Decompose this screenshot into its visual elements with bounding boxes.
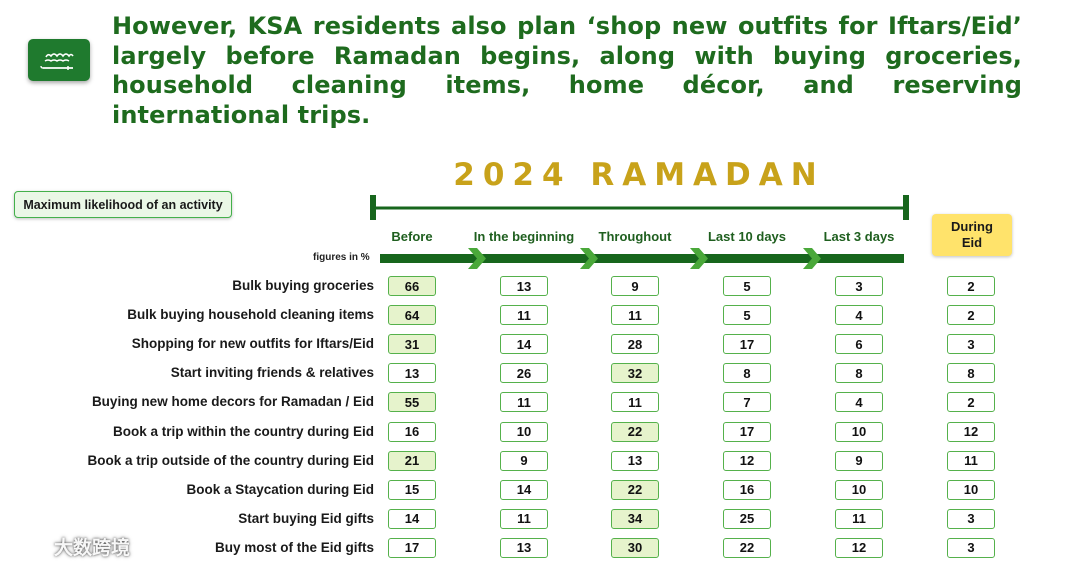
value-cell: 12 xyxy=(835,537,883,558)
eid-value-cell: 2 xyxy=(947,276,995,296)
value-cell: 9 xyxy=(611,276,659,296)
row-label: Start buying Eid gifts xyxy=(238,510,374,526)
chart-title: 2024 RAMADAN xyxy=(453,157,825,193)
value-cell: 5 xyxy=(723,276,771,296)
eid-value-cell: 3 xyxy=(947,508,995,529)
row-label: Book a trip outside of the country durin… xyxy=(87,452,375,468)
eid-value-cell: 12 xyxy=(947,421,995,442)
value-cell: 13 xyxy=(388,363,436,384)
value-cell: 22 xyxy=(723,537,771,558)
timeline-chevron-1 xyxy=(580,248,598,269)
value-cell: 11 xyxy=(611,305,659,326)
eid-value-cell: 2 xyxy=(947,392,995,413)
value-cell-max: 30 xyxy=(611,537,659,558)
value-cell: 10 xyxy=(835,479,883,500)
eid-value-cell: 11 xyxy=(947,450,995,471)
column-header-4: Last 3 days xyxy=(823,229,895,244)
value-cell: 16 xyxy=(388,421,436,442)
value-cell: 17 xyxy=(388,537,436,558)
value-cell: 9 xyxy=(500,450,548,471)
value-cell: 8 xyxy=(723,363,771,384)
eid-value-cell: 2 xyxy=(947,305,995,326)
value-cell: 28 xyxy=(611,334,659,355)
value-cell: 26 xyxy=(500,363,548,384)
figures-note: figures in % xyxy=(313,252,370,263)
row-label: Shopping for new outfits for Iftars/Eid xyxy=(131,336,374,352)
row-label: Start inviting friends & relatives xyxy=(170,365,374,381)
value-cell-max: 55 xyxy=(388,392,436,413)
value-cell: 11 xyxy=(500,392,548,413)
row-label: Buy most of the Eid gifts xyxy=(214,539,374,555)
value-cell: 13 xyxy=(500,537,548,558)
value-cell-max: 34 xyxy=(611,508,659,529)
eid-value-cell: 3 xyxy=(947,537,995,558)
eid-value-cell: 3 xyxy=(947,334,995,355)
value-cell: 13 xyxy=(611,450,659,471)
value-cell: 7 xyxy=(723,392,771,413)
value-cell: 12 xyxy=(723,450,771,471)
value-cell: 3 xyxy=(835,276,883,296)
value-cell: 11 xyxy=(500,508,548,529)
value-cell: 8 xyxy=(835,363,883,384)
value-cell: 4 xyxy=(835,305,883,326)
value-cell-max: 64 xyxy=(388,305,436,326)
watermark-logo-icon xyxy=(10,535,49,555)
value-cell-max: 22 xyxy=(611,421,659,442)
watermark-text: 大数跨境 xyxy=(54,538,131,559)
row-label: Buying new home decors for Ramadan / Eid xyxy=(91,394,374,410)
value-cell: 6 xyxy=(835,334,883,355)
value-cell: 4 xyxy=(835,392,883,413)
value-cell: 16 xyxy=(723,479,771,500)
timeline-bracket-right-cap xyxy=(903,195,909,220)
row-label: Book a Staycation during Eid xyxy=(186,481,374,497)
value-cell-max: 21 xyxy=(388,450,436,471)
value-cell: 10 xyxy=(500,421,548,442)
value-cell-max: 31 xyxy=(388,334,436,355)
watermark: 大数跨境 xyxy=(10,533,130,560)
value-cell: 11 xyxy=(835,508,883,529)
value-cell-max: 22 xyxy=(611,479,659,500)
value-cell: 13 xyxy=(500,276,548,296)
value-cell-max: 32 xyxy=(611,363,659,384)
eid-value-cell: 8 xyxy=(947,363,995,384)
column-header-1: In the beginning xyxy=(473,229,575,244)
value-cell: 25 xyxy=(723,508,771,529)
value-cell: 15 xyxy=(388,479,436,500)
value-cell: 5 xyxy=(723,305,771,326)
column-header-3: Last 10 days xyxy=(707,229,787,244)
column-header-2: Throughout xyxy=(598,229,672,244)
value-cell: 10 xyxy=(835,421,883,442)
row-label: Bulk buying groceries xyxy=(232,278,374,293)
timeline-chevron-3 xyxy=(803,248,821,269)
value-cell: 14 xyxy=(388,508,436,529)
timeline-chevron-0 xyxy=(468,248,486,269)
legend-max-likelihood: Maximum likelihood of an activity xyxy=(14,191,232,218)
timeline-chevron-2 xyxy=(690,248,708,269)
timeline-arrow-bar xyxy=(380,254,904,263)
row-label: Book a trip within the country during Ei… xyxy=(113,423,374,439)
value-cell: 11 xyxy=(500,305,548,326)
eid-column-header: During Eid xyxy=(932,214,1012,256)
column-header-0: Before xyxy=(391,229,433,244)
eid-value-cell: 10 xyxy=(947,479,995,500)
value-cell: 11 xyxy=(611,392,659,413)
value-cell: 17 xyxy=(723,421,771,442)
value-cell-max: 66 xyxy=(388,276,436,296)
value-cell: 17 xyxy=(723,334,771,355)
value-cell: 9 xyxy=(835,450,883,471)
value-cell: 14 xyxy=(500,479,548,500)
saudi-flag-icon xyxy=(28,39,90,81)
value-cell: 14 xyxy=(500,334,548,355)
headline: However, KSA residents also plan ‘shop n… xyxy=(112,12,1022,129)
row-label: Bulk buying household cleaning items xyxy=(127,307,374,323)
timeline-bracket-left-cap xyxy=(370,195,376,220)
